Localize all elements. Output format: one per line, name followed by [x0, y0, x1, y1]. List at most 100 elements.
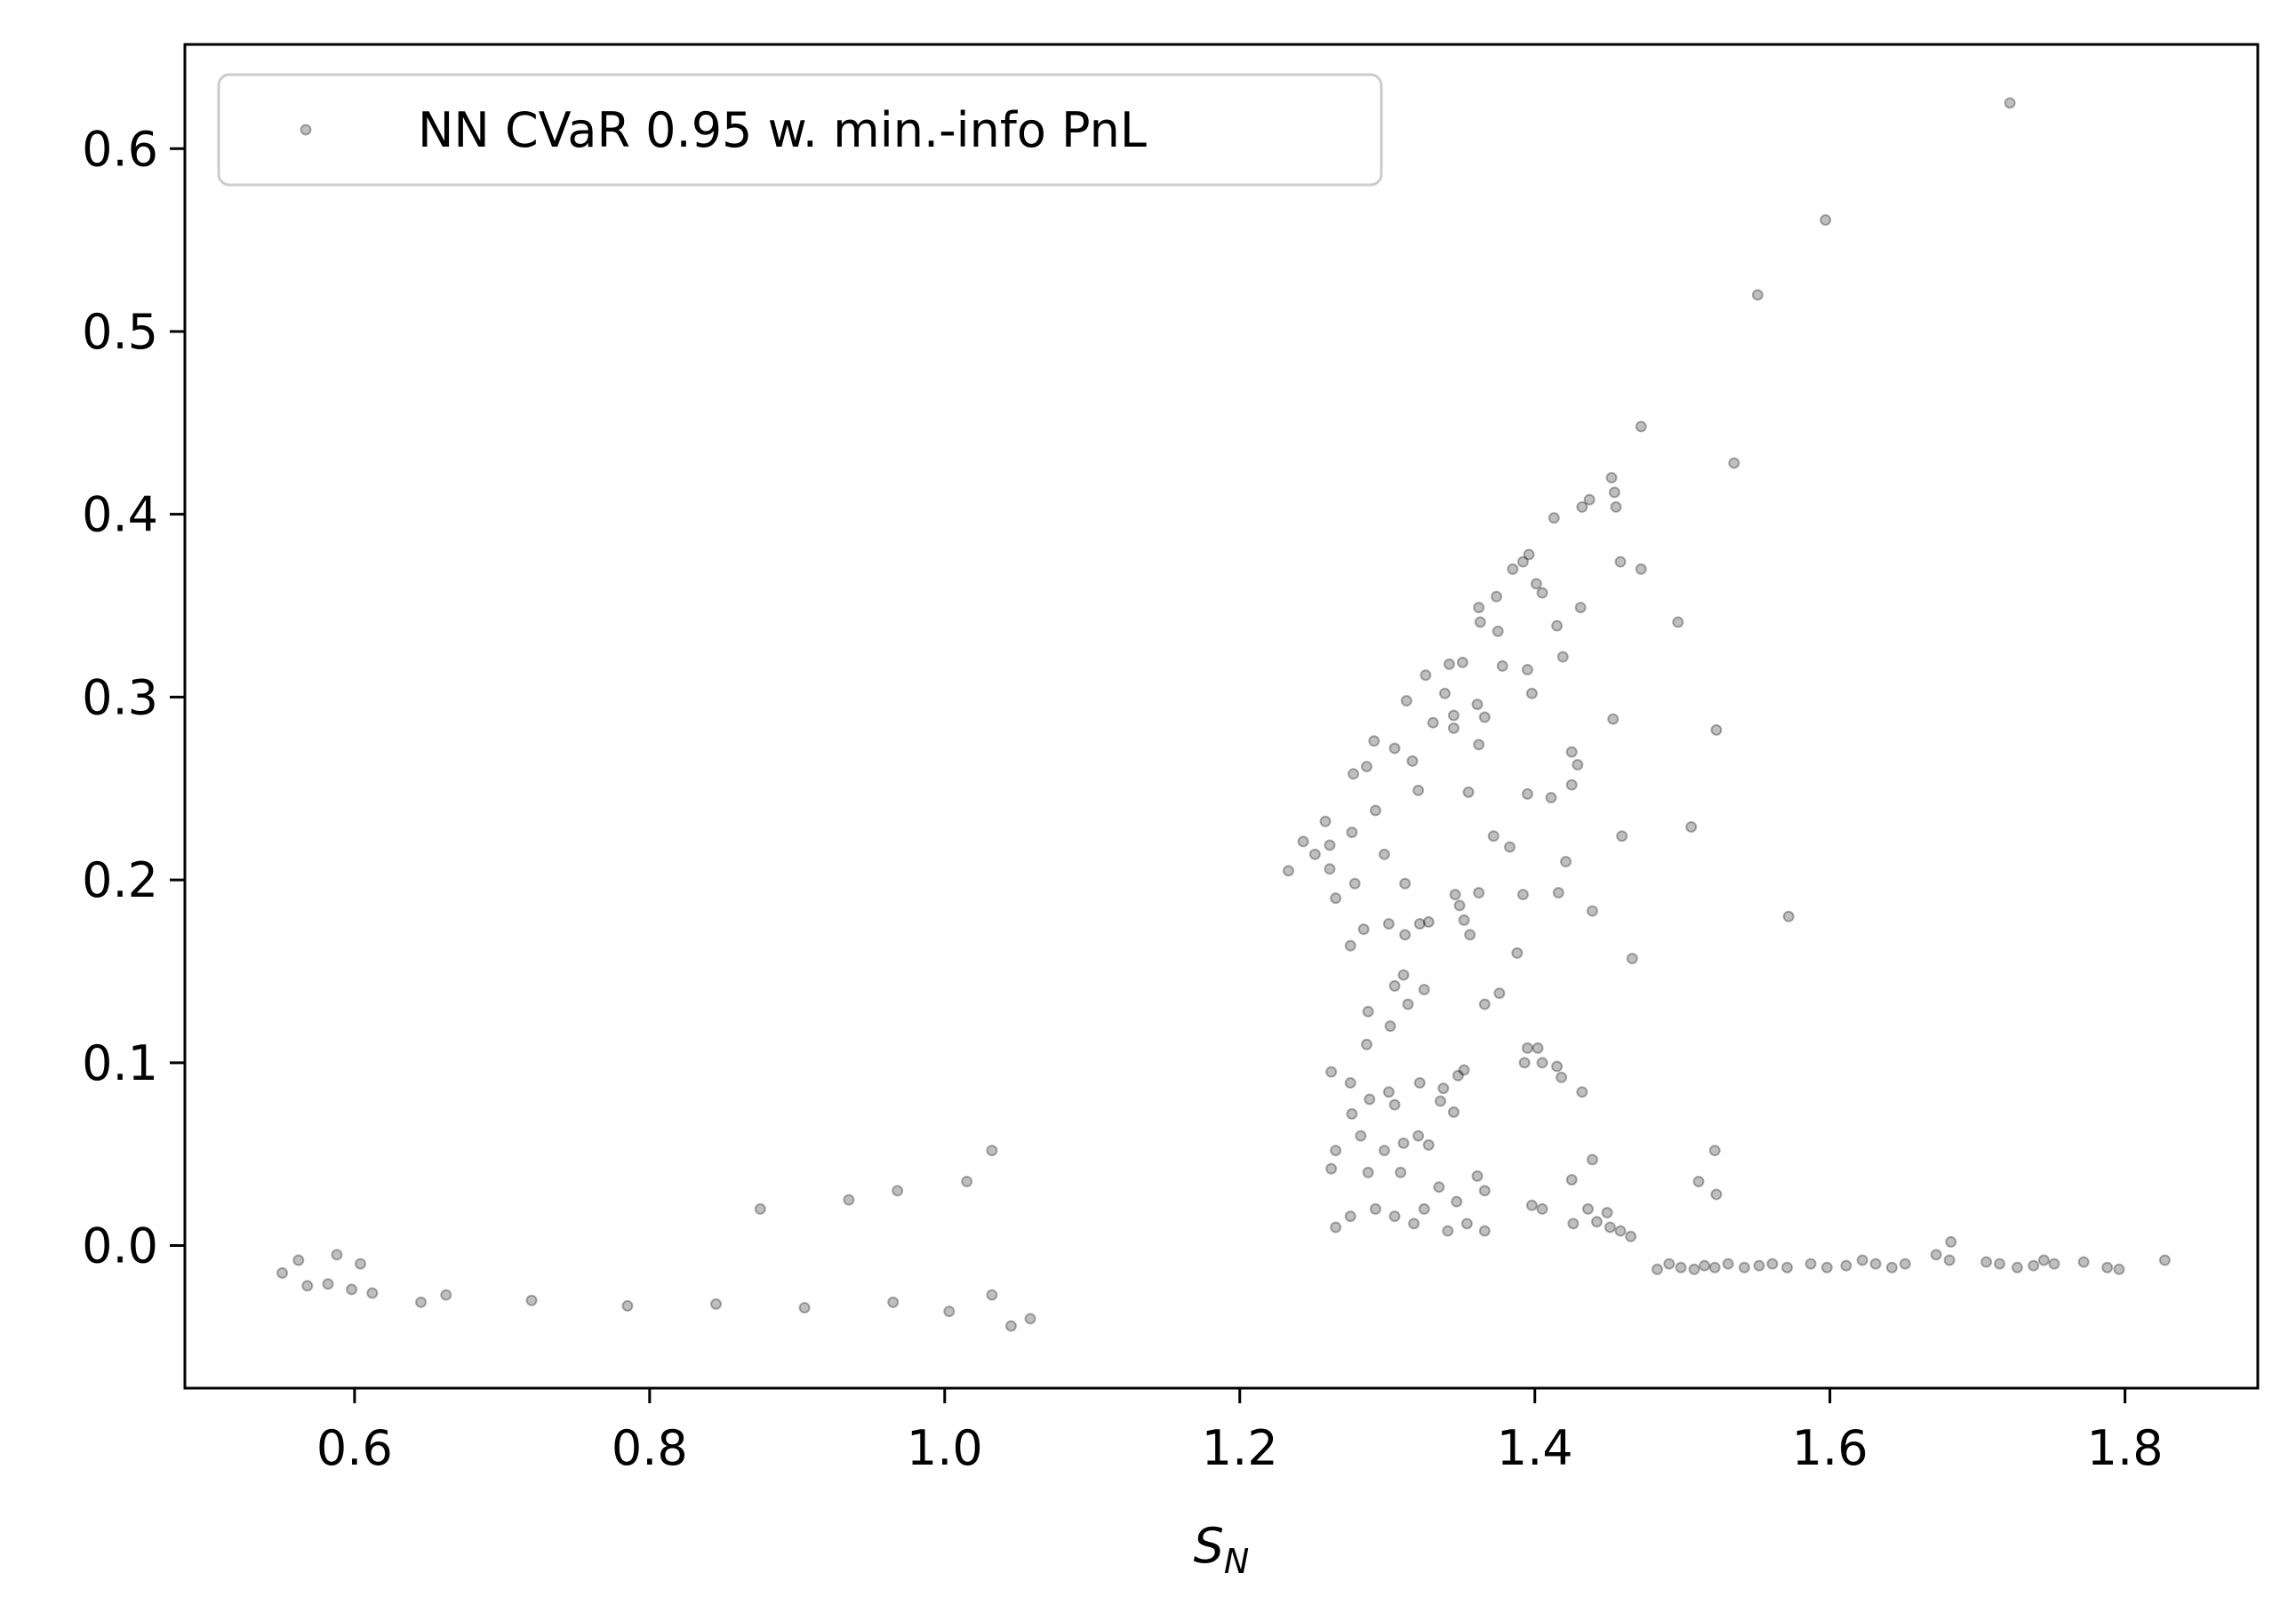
data-point — [1408, 1218, 1420, 1230]
data-point — [1362, 1005, 1374, 1018]
data-point — [301, 1280, 314, 1292]
data-point — [1753, 1259, 1765, 1272]
data-point — [1434, 1095, 1446, 1107]
data-point — [1418, 984, 1430, 996]
data-point — [292, 1254, 305, 1266]
data-point — [1804, 1258, 1817, 1270]
y-tick-label: 0.1 — [82, 1035, 158, 1091]
data-point — [1357, 923, 1370, 936]
data-point — [1722, 1258, 1734, 1270]
data-point — [1525, 1199, 1538, 1211]
data-point — [1496, 659, 1508, 672]
data-point — [1604, 1221, 1616, 1234]
data-point — [1324, 863, 1336, 875]
data-point — [1572, 759, 1584, 771]
data-point — [754, 1202, 766, 1215]
data-point — [1471, 699, 1484, 711]
data-point — [710, 1298, 723, 1310]
data-point — [1437, 1082, 1450, 1095]
data-point — [1930, 1249, 1942, 1261]
data-point — [1616, 830, 1628, 842]
data-point — [525, 1294, 538, 1306]
data-point — [1625, 1230, 1637, 1242]
data-point — [1382, 1086, 1395, 1098]
y-axis: 0.0 0.1 0.2 0.3 0.4 0.5 0.6 — [82, 121, 185, 1274]
data-point — [1447, 1106, 1460, 1118]
data-point — [1360, 761, 1372, 773]
x-tick-label: 1.2 — [1202, 1420, 1278, 1476]
data-point — [986, 1289, 998, 1301]
data-point — [1560, 856, 1572, 868]
data-point — [322, 1278, 334, 1290]
data-point — [1412, 1130, 1425, 1142]
data-point — [1576, 1086, 1588, 1098]
data-point — [1368, 735, 1380, 747]
data-point — [1447, 709, 1460, 722]
data-point — [1738, 1261, 1750, 1274]
data-point — [1384, 1020, 1396, 1033]
data-point — [1464, 929, 1476, 941]
data-point — [1451, 1195, 1463, 1208]
data-point — [1994, 1258, 2006, 1270]
data-point — [1516, 555, 1529, 568]
data-point — [1024, 1313, 1036, 1325]
data-point — [1325, 1066, 1338, 1078]
data-point — [1406, 755, 1419, 767]
data-point — [1399, 877, 1412, 890]
data-point — [1545, 792, 1557, 804]
data-point — [1945, 1235, 1957, 1248]
data-point — [1583, 493, 1596, 506]
data-point — [2011, 1261, 2023, 1274]
legend-box — [217, 73, 1383, 187]
data-point — [2028, 1259, 2040, 1272]
data-point — [1346, 1107, 1358, 1120]
data-point — [1319, 815, 1332, 827]
data-points-group — [276, 97, 2171, 1332]
data-point — [1471, 1170, 1484, 1182]
legend-label: NN CVaR 0.95 w. min.-info PnL — [418, 102, 1147, 158]
x-tick-label: 0.8 — [612, 1420, 688, 1476]
x-tick-label: 1.0 — [907, 1420, 983, 1476]
data-point — [1402, 998, 1414, 1010]
x-axis: 0.6 0.8 1.0 1.2 1.4 1.6 1.8 — [316, 1388, 2164, 1476]
data-point — [1422, 915, 1435, 928]
data-point — [1708, 1145, 1721, 1157]
data-point — [1369, 804, 1381, 817]
data-point — [1433, 1181, 1445, 1194]
data-point — [1820, 213, 1832, 226]
data-point — [1283, 865, 1295, 877]
data-point — [843, 1194, 855, 1206]
data-point — [1552, 887, 1564, 899]
data-point — [1308, 848, 1321, 860]
x-tick-label: 1.6 — [1792, 1420, 1868, 1476]
data-point — [1348, 877, 1361, 890]
data-point — [1397, 1137, 1410, 1149]
legend-marker — [300, 124, 312, 136]
data-point — [440, 1289, 452, 1301]
data-point — [1685, 820, 1698, 833]
data-point — [1362, 1166, 1374, 1178]
data-point — [1400, 695, 1412, 707]
y-tick-label: 0.4 — [82, 487, 158, 543]
data-point — [1420, 669, 1432, 682]
data-point — [1943, 1254, 1956, 1266]
data-point — [1574, 602, 1587, 614]
data-point — [1346, 826, 1358, 839]
data-point — [1378, 1145, 1390, 1157]
y-tick-label: 0.3 — [82, 669, 158, 725]
data-point — [1344, 939, 1356, 952]
data-point — [1556, 651, 1569, 663]
data-point — [1551, 619, 1564, 632]
data-point — [1586, 1154, 1598, 1166]
data-point — [986, 1145, 998, 1157]
data-point — [1388, 979, 1401, 992]
data-point — [1614, 1225, 1627, 1237]
data-point — [1523, 548, 1535, 561]
data-point — [1399, 929, 1412, 941]
data-point — [1590, 1216, 1603, 1228]
data-point — [1521, 787, 1533, 800]
y-tick-label: 0.0 — [82, 1218, 158, 1274]
data-point — [961, 1176, 973, 1188]
data-point — [2004, 97, 2016, 109]
